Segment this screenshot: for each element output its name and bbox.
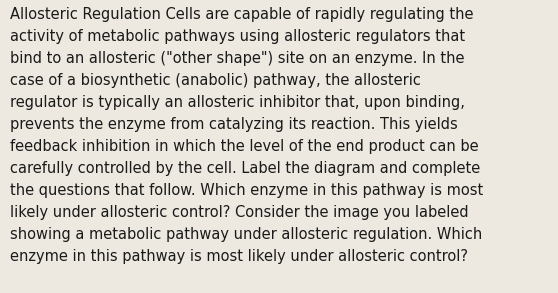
Text: Allosteric Regulation Cells are capable of rapidly regulating the
activity of me: Allosteric Regulation Cells are capable …	[10, 7, 483, 264]
